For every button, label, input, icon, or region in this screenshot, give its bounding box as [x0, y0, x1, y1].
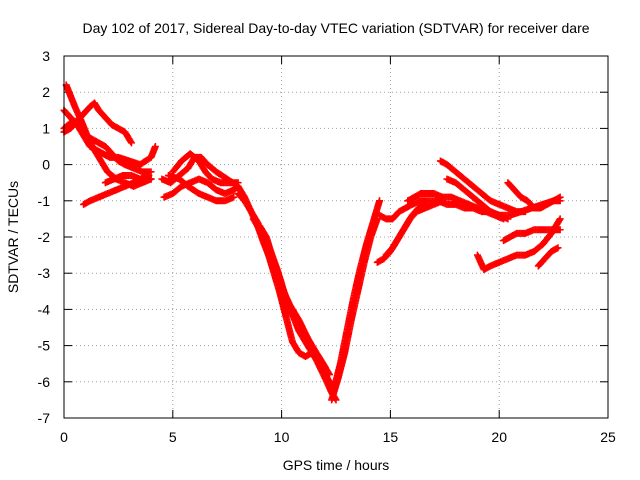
data-point: [554, 244, 562, 252]
data-point: [504, 215, 512, 223]
data-point: [421, 200, 429, 208]
series-arc-24: [500, 226, 564, 245]
x-tick-label: 15: [383, 429, 399, 445]
series-arc-10: [169, 150, 242, 187]
series-arc-23: [473, 215, 564, 274]
series-arc-16: [330, 197, 384, 393]
y-tick-label: -2: [38, 229, 51, 245]
y-tick-label: -6: [38, 374, 51, 390]
series-arc-4: [60, 99, 135, 147]
y-tick-label: 2: [42, 84, 50, 100]
x-tick-label: 25: [600, 429, 616, 445]
x-tick-label: 20: [491, 429, 507, 445]
data-point: [145, 171, 153, 179]
series-arc-21: [436, 157, 529, 216]
x-tick-label: 10: [274, 429, 290, 445]
data-point: [556, 226, 564, 234]
grid-lines: [64, 56, 608, 418]
y-tick-label: -4: [38, 301, 51, 317]
series-arc-9: [164, 171, 238, 205]
data-point: [556, 215, 564, 223]
data-point: [521, 208, 529, 216]
y-tick-label: -1: [38, 193, 51, 209]
x-axis-label: GPS time / hours: [283, 457, 390, 473]
y-tick-label: -5: [38, 338, 51, 354]
y-tick-labels: -7 -6 -5 -4 -3 -2 -1 0 1 2 3: [38, 48, 51, 426]
y-tick-label: 1: [42, 120, 50, 136]
x-tick-label: 5: [169, 429, 177, 445]
series-arc-19: [382, 200, 429, 259]
data-point: [376, 197, 384, 205]
series-arc-6: [101, 171, 153, 187]
y-axis-label: SDTVAR / TECUs: [5, 181, 21, 293]
y-tick-label: 3: [42, 48, 50, 64]
plot-frame: [63, 55, 609, 419]
data-point: [556, 197, 564, 205]
y-tick-label: -7: [38, 410, 51, 426]
y-tick-label: 0: [42, 157, 50, 173]
data-point: [325, 371, 333, 379]
data-point: [127, 139, 135, 147]
x-tick-labels: 0 5 10 15 20 25: [60, 429, 616, 445]
x-tick-label: 0: [60, 429, 68, 445]
series-arc-25: [504, 179, 564, 212]
data-point: [147, 168, 155, 176]
chart-title: Day 102 of 2017, Sidereal Day-to-day VTE…: [82, 20, 589, 36]
series-arc-1: [60, 106, 159, 169]
y-tick-label: -3: [38, 265, 51, 281]
series-arc-26: [534, 244, 562, 270]
series-arc-22: [443, 175, 512, 223]
data-point: [230, 193, 238, 201]
series-arc-14: [256, 222, 333, 379]
data-point: [147, 175, 155, 183]
data-point: [151, 143, 159, 150]
data-points: [60, 81, 564, 404]
data-point: [127, 138, 135, 146]
